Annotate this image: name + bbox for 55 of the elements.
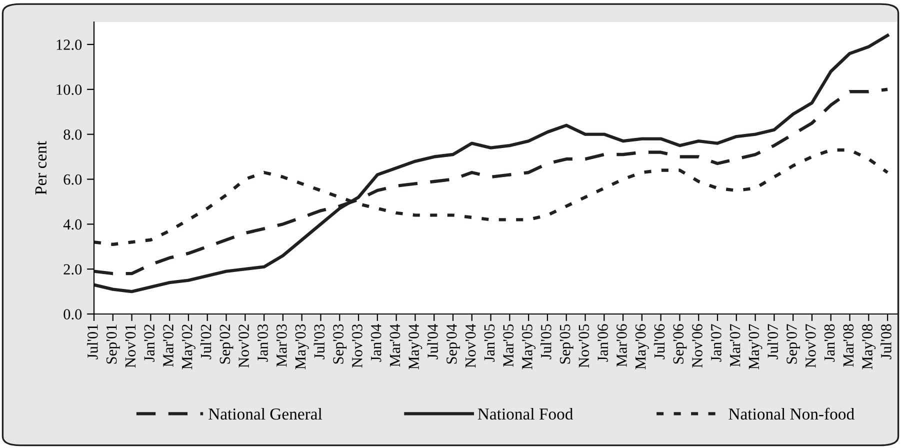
x-tick-label: Sep'07 <box>786 324 800 364</box>
x-tick-label: Nov'07 <box>805 324 816 368</box>
x-tick-label: Jan'02 <box>144 324 155 362</box>
x-tick-label: Jul'02 <box>200 324 212 360</box>
x-tick-label: May'02 <box>182 324 196 370</box>
x-tick-label: Mar'05 <box>503 324 514 367</box>
x-tick-label: Jul'06 <box>654 324 665 360</box>
x-tick-label: Nov'01 <box>125 324 136 368</box>
x-tick-label: Mar'04 <box>390 324 400 367</box>
y-tick-label: 10.0 <box>56 84 82 95</box>
x-tick-label: Mar'07 <box>730 324 740 367</box>
x-tick-label: Jul'07 <box>767 324 778 360</box>
x-tick-label: May'05 <box>522 324 536 370</box>
x-tick-label: Nov'03 <box>352 324 362 368</box>
x-tick-label: Jul'05 <box>540 324 552 360</box>
legend-label: National Food <box>478 408 574 420</box>
x-tick-label: May'06 <box>635 324 649 370</box>
x-tick-label: Nov'06 <box>692 324 702 368</box>
x-tick-label: Sep'03 <box>333 324 347 364</box>
x-tick-label: Sep'04 <box>446 324 460 364</box>
legend-label: National Non-food <box>728 408 854 420</box>
x-tick-label: Jan'07 <box>711 324 722 362</box>
y-tick-label: 12.0 <box>56 40 82 50</box>
x-tick-label: Sep'01 <box>106 324 120 364</box>
line-series <box>94 34 890 294</box>
x-tick-label: Jul'03 <box>314 324 325 360</box>
x-tick-label: Jan'04 <box>370 324 382 362</box>
x-tick-label: May'08 <box>862 324 876 370</box>
x-tick-label: Jul'08 <box>880 324 892 360</box>
x-tick-label: Jan'06 <box>598 324 608 362</box>
y-axis-title: Per cent <box>35 141 47 195</box>
x-tick-label: Jul'04 <box>427 324 438 360</box>
x-tick-label: Nov'02 <box>238 324 249 368</box>
x-tick-label: Mar'06 <box>616 324 627 367</box>
y-tick-label: 8.0 <box>64 129 82 140</box>
x-tick-label: Jul'01 <box>87 324 98 360</box>
x-tick-label: Mar'08 <box>843 324 854 367</box>
x-tick-label: Mar'02 <box>163 324 174 367</box>
y-tick-label: 6.0 <box>64 174 82 185</box>
x-tick-label: Nov'04 <box>465 324 476 368</box>
x-tick-label: Jan'03 <box>258 324 268 362</box>
y-tick-label: 2.0 <box>64 264 82 275</box>
x-tick-label: Mar'03 <box>276 324 287 367</box>
x-tick-label: Sep'06 <box>673 324 687 364</box>
x-tick-label: Sep'05 <box>560 324 574 364</box>
x-tick-label: May'07 <box>748 324 762 370</box>
y-tick-label: 0.0 <box>64 309 82 320</box>
x-tick-label: May'04 <box>408 324 422 370</box>
legend-label: National General <box>208 408 322 420</box>
x-tick-label: Jan'05 <box>484 324 495 362</box>
x-tick-label: Nov'05 <box>578 324 590 368</box>
x-tick-label: Jan'08 <box>824 324 835 362</box>
x-tick-label: May'03 <box>295 324 309 370</box>
x-tick-label: Sep'02 <box>220 324 234 364</box>
y-tick-label: 4.0 <box>63 219 82 230</box>
